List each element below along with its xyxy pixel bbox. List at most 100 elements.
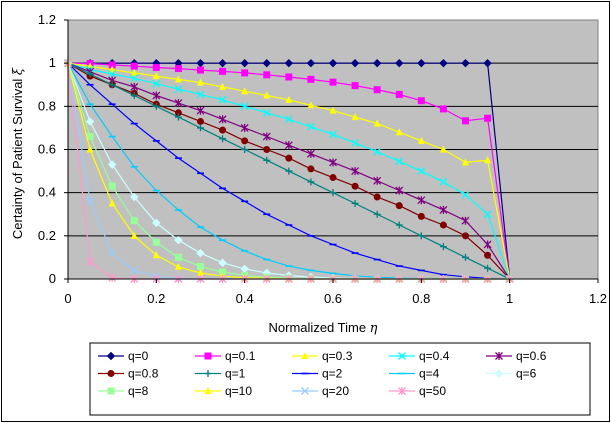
- series-q=0.4: [64, 59, 514, 283]
- data-point: [241, 69, 249, 77]
- data-point: [240, 123, 249, 132]
- data-point: [174, 85, 183, 94]
- data-point: [395, 128, 403, 136]
- series-q=1: [64, 59, 514, 283]
- data-point: [307, 75, 315, 83]
- data-point: [461, 216, 470, 225]
- data-point: [130, 217, 138, 225]
- data-point: [351, 199, 359, 207]
- legend-label: q=1: [225, 367, 246, 381]
- data-point: [306, 149, 315, 158]
- data-point: [240, 58, 249, 68]
- data-point: [373, 210, 381, 218]
- data-point: [174, 253, 182, 261]
- data-point: [462, 232, 469, 240]
- data-point: [197, 124, 204, 132]
- data-point: [108, 61, 116, 69]
- data-point: [86, 70, 94, 78]
- data-point: [218, 115, 227, 124]
- data-point: [108, 69, 117, 78]
- data-point: [86, 197, 95, 206]
- legend-marker: [398, 352, 406, 360]
- x-tick-label: 1.2: [589, 291, 607, 306]
- legend-item: q=6: [486, 367, 537, 381]
- legend-marker: [107, 370, 115, 377]
- data-point: [197, 268, 204, 276]
- data-point: [108, 182, 116, 190]
- legend-marker: [106, 351, 116, 361]
- data-point: [306, 122, 315, 131]
- data-point: [86, 257, 95, 266]
- x-tick-label: 1: [506, 291, 513, 306]
- data-point: [108, 65, 116, 73]
- data-point: [240, 102, 249, 111]
- data-point: [351, 113, 359, 121]
- data-point: [285, 73, 293, 81]
- data-point: [284, 58, 294, 68]
- data-point: [285, 95, 293, 103]
- y-tick-label: 0.2: [38, 228, 56, 243]
- data-point: [219, 268, 227, 276]
- data-point: [372, 58, 382, 68]
- legend-marker: [494, 369, 504, 378]
- data-point: [219, 67, 227, 75]
- data-point: [152, 102, 160, 110]
- data-point: [329, 174, 337, 182]
- data-point: [306, 58, 316, 68]
- legend-item: q=10: [195, 384, 252, 398]
- legend-marker: [107, 387, 115, 395]
- data-point: [197, 66, 204, 74]
- series-q=2: [64, 62, 514, 280]
- legend-label: q=2: [322, 367, 343, 381]
- data-point: [197, 78, 204, 86]
- data-point: [108, 199, 116, 207]
- legend-marker: [204, 387, 212, 394]
- data-point: [373, 86, 381, 94]
- data-point: [196, 248, 205, 258]
- data-point: [329, 189, 337, 197]
- legend-label: q=0: [128, 349, 149, 363]
- data-point: [285, 154, 293, 162]
- data-point: [329, 106, 337, 114]
- data-point: [329, 158, 337, 167]
- data-point: [484, 156, 492, 164]
- data-point: [219, 126, 227, 134]
- data-point: [130, 266, 139, 275]
- data-point: [461, 58, 470, 68]
- legend-marker: [204, 352, 212, 360]
- y-tick-label: 0: [49, 271, 56, 286]
- legend-label: q=20: [322, 384, 349, 398]
- data-point: [373, 193, 381, 201]
- data-point: [439, 243, 447, 251]
- legend-marker: [495, 352, 503, 360]
- data-point: [484, 114, 492, 122]
- legend-label: q=0.4: [419, 349, 450, 363]
- data-point: [152, 251, 160, 259]
- series-q=0.3: [64, 59, 514, 282]
- x-tick-label: 0.4: [236, 291, 254, 306]
- legend-item: q=0.6: [486, 349, 547, 363]
- data-point: [284, 141, 293, 150]
- data-point: [174, 65, 182, 73]
- data-point: [483, 58, 492, 68]
- data-point: [174, 75, 182, 83]
- data-point: [130, 231, 138, 239]
- data-point: [262, 132, 271, 141]
- data-point: [174, 99, 183, 108]
- data-point: [241, 137, 249, 145]
- data-point: [483, 240, 492, 249]
- legend-item: q=0.1: [195, 349, 256, 363]
- data-point: [196, 90, 205, 99]
- data-point: [439, 221, 447, 229]
- data-point: [417, 136, 425, 144]
- data-point: [395, 186, 404, 195]
- data-point: [262, 108, 271, 117]
- legend-marker: [204, 370, 212, 377]
- data-point: [373, 147, 382, 156]
- y-tick-label: 0.6: [38, 142, 56, 157]
- legend-label: q=0.3: [322, 349, 353, 363]
- legend-label: q=50: [419, 384, 446, 398]
- data-point: [130, 74, 139, 83]
- legend-label: q=0.1: [225, 349, 256, 363]
